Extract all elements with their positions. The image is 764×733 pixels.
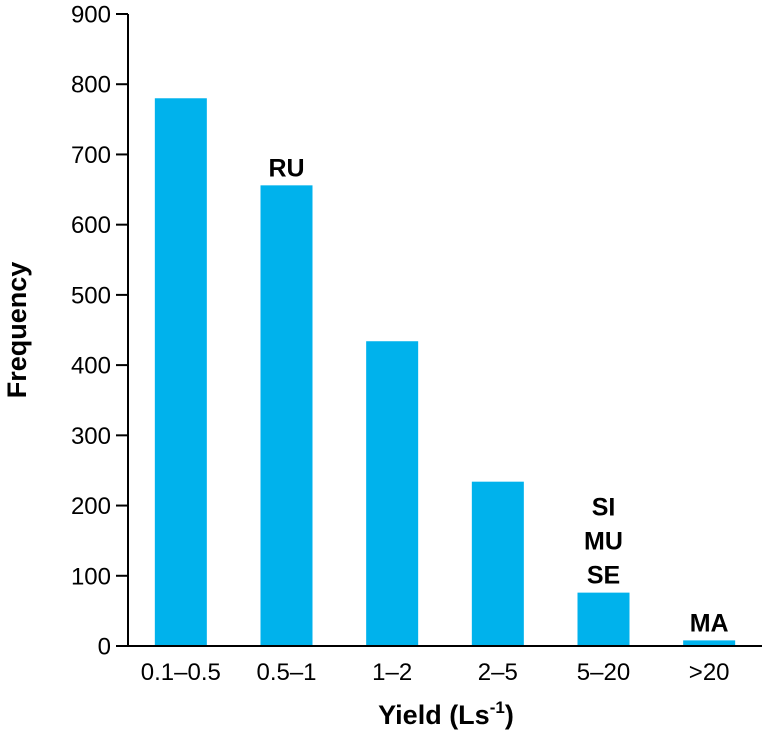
x-axis: 0.1–0.5 0.5–1 1–2 2–5 5–20 >20 [128,645,762,686]
annotations: RU SI MU SE MA [268,154,728,637]
y-tick-label: 200 [71,493,111,520]
bars [154,98,736,647]
x-tick-label: 0.5–1 [256,659,316,686]
y-tick-label: 400 [71,353,111,380]
x-tick-label: 2–5 [478,659,518,686]
bar [366,341,419,646]
x-axis-title-sup: -1 [490,698,505,717]
x-tick-label: 5–20 [577,659,630,686]
y-tick-label: 100 [71,563,111,590]
x-axis-title-main: Yield (Ls [378,700,490,730]
bar [577,592,630,646]
bar-annotation: MU [584,528,623,556]
bar-annotation: RU [268,154,304,182]
y-tick-label: 600 [71,212,111,239]
y-axis-title: Frequency [2,262,32,399]
x-tick-label: 0.1–0.5 [141,659,221,686]
bar [683,640,736,646]
bar [471,481,524,646]
bar-annotation: MA [690,609,729,637]
y-tick-label: 0 [98,634,111,661]
y-tick-label: 300 [71,423,111,450]
y-axis: 0 100 200 300 400 500 600 700 800 900 [71,2,129,661]
x-axis-title-end: ) [505,700,514,730]
bar [260,185,313,646]
y-tick-label: 900 [71,2,111,29]
y-tick-label: 500 [71,282,111,309]
bar-annotation: SE [587,562,620,590]
y-tick-label: 700 [71,142,111,169]
y-tick-label: 800 [71,72,111,99]
x-tick-label: 1–2 [372,659,412,686]
bar [154,98,207,647]
x-axis-title: Yield (Ls-1) [378,698,514,730]
x-tick-label: >20 [689,659,730,686]
bar-annotation: SI [592,494,616,522]
